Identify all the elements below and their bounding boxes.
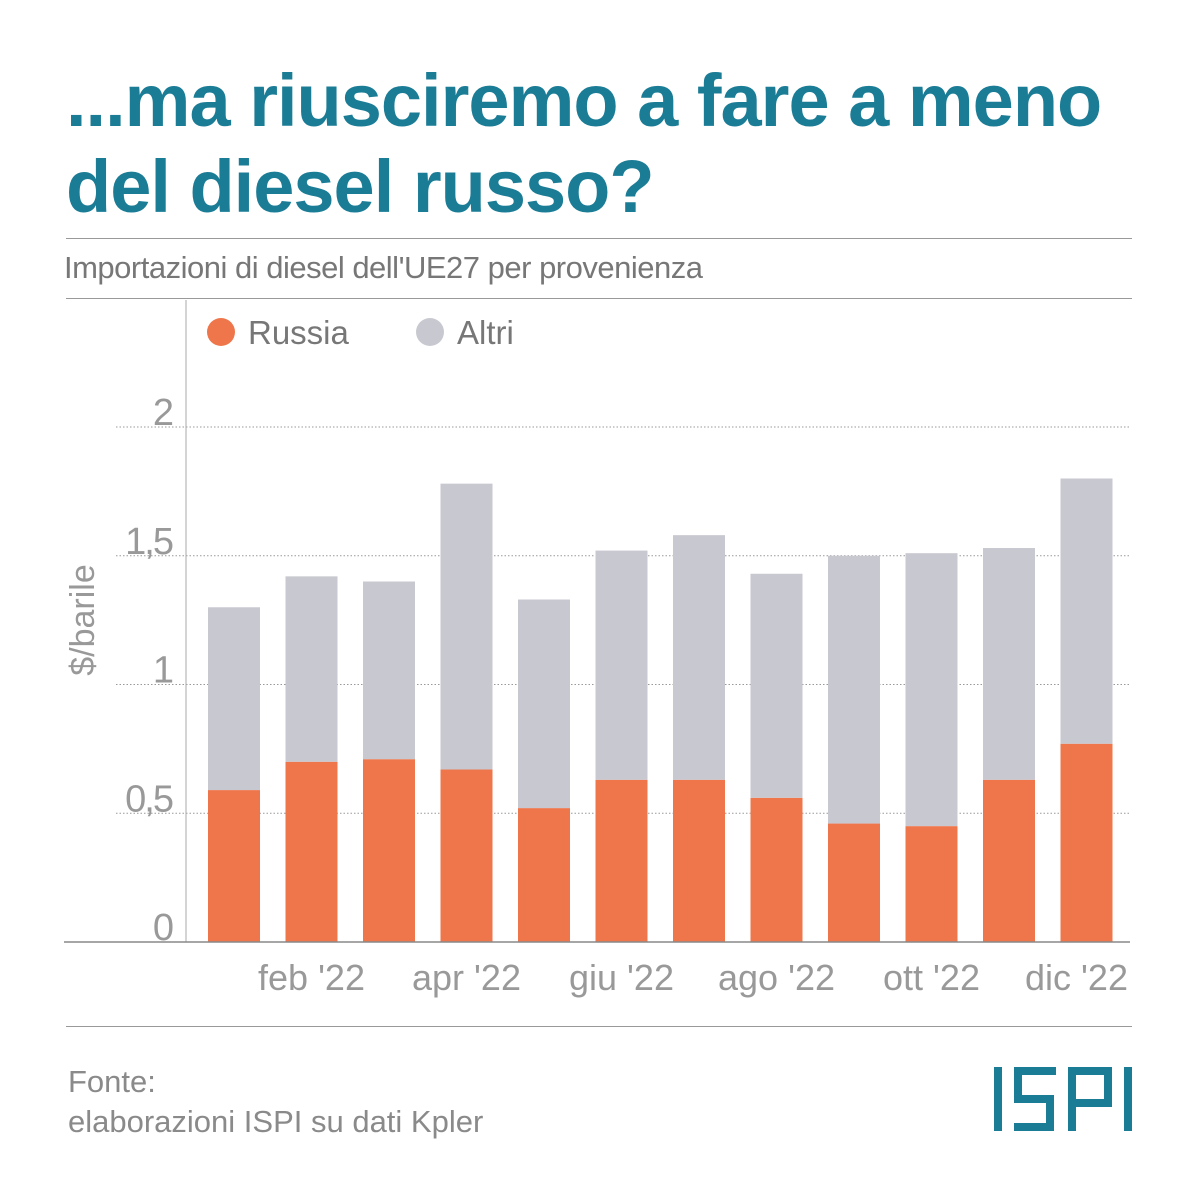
divider [66,1026,1132,1027]
bar-altri [828,555,880,824]
source-note: Fonte: elaborazioni ISPI su dati Kpler [68,1062,483,1142]
y-tick-label: 1,5 [125,521,173,563]
source-text: elaborazioni ISPI su dati Kpler [68,1104,484,1139]
y-tick-label: 2 [153,392,173,434]
x-tick-label: ago '22 [718,957,835,998]
divider [66,298,1132,299]
bar-altri [750,573,803,798]
bar-russia [828,823,880,942]
ispi-logo [994,1067,1132,1131]
page-title: ...ma riusciremo a fare a meno del diese… [66,59,1102,228]
bar-altri [983,548,1035,780]
legend-label-altri: Altri [457,314,514,351]
bar-altri [673,535,725,780]
bar-russia [595,779,648,942]
legend-marker-russia [207,318,235,346]
bar-russia [1060,743,1113,942]
y-tick-label: 1 [153,650,173,692]
bar-russia [983,779,1035,942]
legend-marker-altri [416,318,444,346]
x-tick-label: feb '22 [258,957,365,998]
bar-russia [363,759,415,942]
divider [66,238,1132,239]
bar-russia [208,790,260,942]
legend-label-russia: Russia [248,314,350,351]
y-axis-label: $/barile [64,564,102,676]
bar-altri [208,607,260,791]
bar-russia [518,808,570,942]
bar-russia [285,761,338,942]
bar-altri [595,550,648,780]
chart-subtitle: Importazioni di diesel dell'UE27 per pro… [64,250,703,285]
bar-altri [518,599,570,809]
x-tick-label: ott '22 [883,957,980,998]
x-tick-label: dic '22 [1025,957,1128,998]
bar-altri [1060,478,1113,744]
y-tick-label: 0 [153,907,173,949]
x-tick-label: apr '22 [412,957,521,998]
bar-russia [905,826,958,942]
source-label: Fonte: [68,1064,156,1099]
bar-altri [285,576,338,762]
bar-altri [440,483,493,770]
bar-russia [440,769,493,942]
y-tick-label: 0,5 [125,778,173,820]
x-tick-label: giu '22 [569,957,674,998]
bar-altri [363,581,415,760]
bar-russia [673,779,725,942]
bar-russia [750,797,803,942]
bar-altri [905,553,958,827]
